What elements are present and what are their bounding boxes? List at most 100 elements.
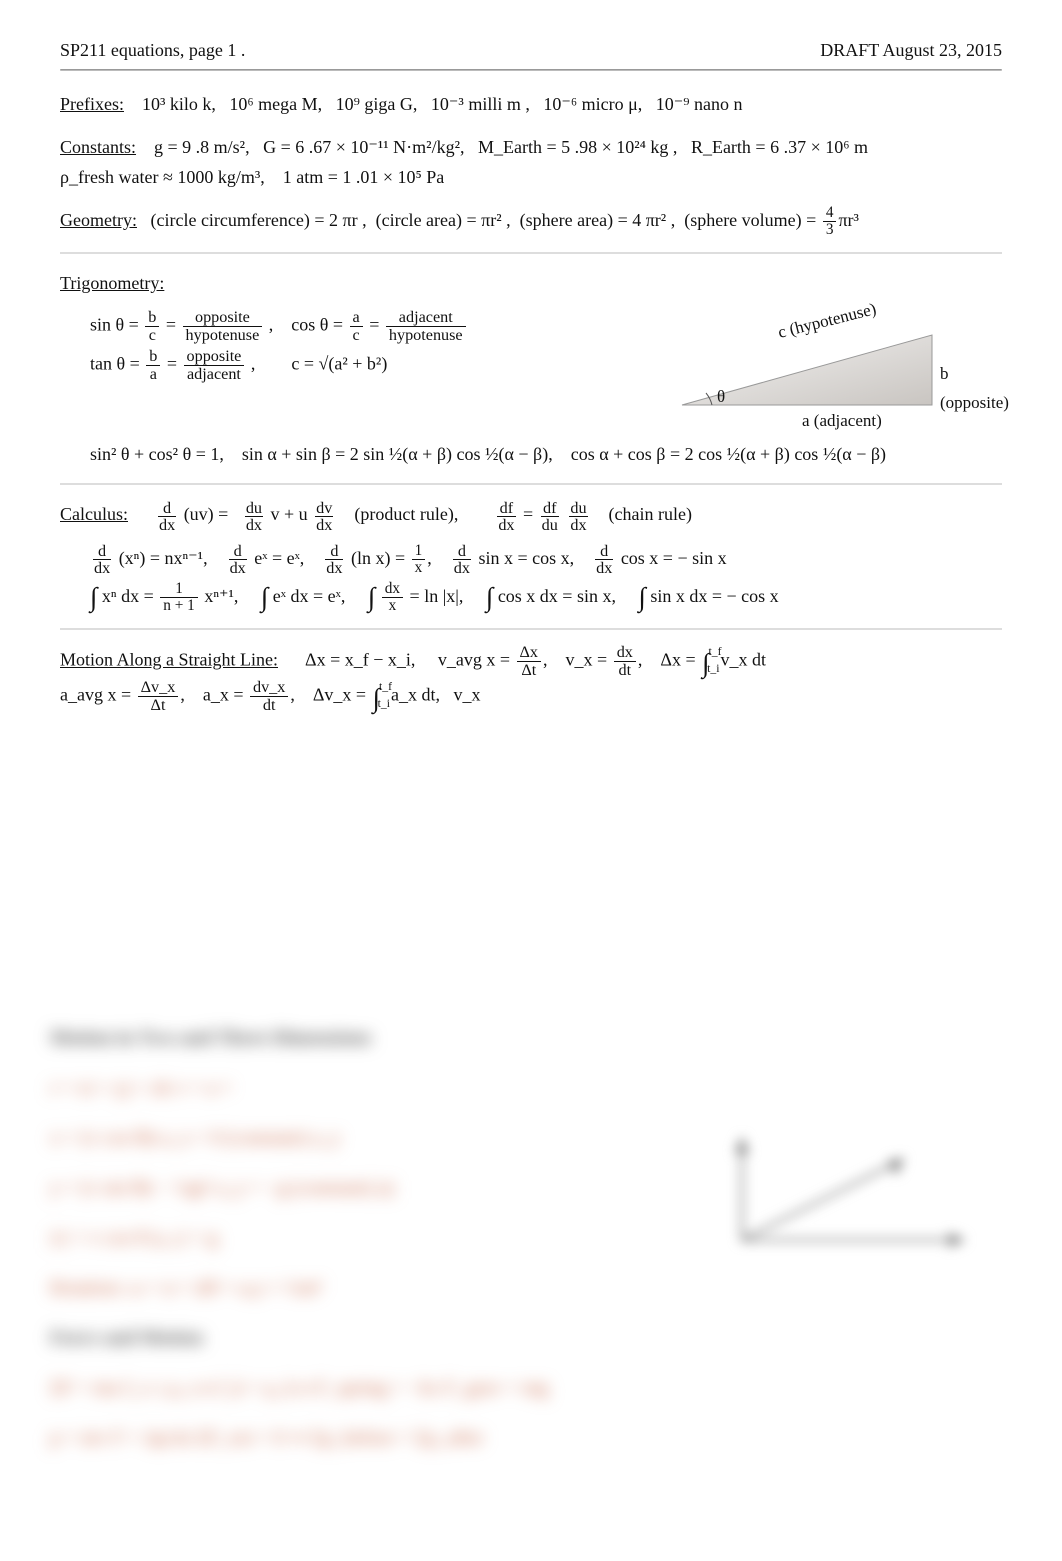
geometry-label: Geometry: bbox=[60, 210, 137, 230]
calc-label: Calculus: bbox=[60, 504, 128, 524]
rule-2 bbox=[60, 483, 1002, 485]
prefixes-label: Prefixes: bbox=[60, 94, 124, 114]
cos-hyp: hypotenuse bbox=[386, 327, 466, 344]
prefixes-section: Prefixes: 10³ kilo k, 10⁶ mega M, 10⁹ gi… bbox=[60, 89, 1002, 120]
trig-label: Trigonometry: bbox=[60, 273, 164, 293]
mot-dvx-r: a_x dt, bbox=[391, 685, 440, 705]
mot-dxint-r: v_x dt bbox=[721, 650, 767, 670]
int-icon: ∫ bbox=[90, 584, 97, 611]
cos-a: a bbox=[350, 309, 363, 327]
prod-m: v + u bbox=[271, 504, 308, 524]
const-M: M_Earth = 5 .98 × 10²⁴ kg , bbox=[478, 137, 677, 157]
d-ln-l: (ln x) = bbox=[351, 548, 405, 568]
constants-label: Constants: bbox=[60, 137, 136, 157]
header-right: DRAFT August 23, 2015 bbox=[820, 40, 1002, 61]
geo-svol-frac: 4 3 bbox=[823, 205, 837, 238]
blur-l6: ΣF = ma f_s ≤ μ_s n f_k = μ_k n F_spring… bbox=[50, 1366, 1012, 1410]
prefix-milli: 10⁻³ milli m , bbox=[431, 94, 530, 114]
sin-lhs: sin θ = bbox=[90, 314, 139, 334]
tan-adj: adjacent bbox=[184, 366, 245, 383]
blur-h2: Force and Motion bbox=[50, 1316, 1012, 1360]
trig-sumsin: sin α + sin β = 2 sin ½(α + β) cos ½(α −… bbox=[242, 444, 553, 464]
cos-c: c bbox=[350, 327, 363, 344]
derivatives-row: ddx (xⁿ) = nxⁿ⁻¹, ddx eˣ = eˣ, ddx (ln x… bbox=[90, 543, 1002, 577]
tan-lhs: tan θ = bbox=[90, 353, 140, 373]
du-dx2: dudx bbox=[569, 500, 587, 533]
prod-l: (uv) = bbox=[184, 504, 229, 524]
trig-ident: sin² θ + cos² θ = 1, bbox=[90, 444, 224, 464]
mot-vavg-l: v_avg x = bbox=[438, 650, 510, 670]
geo-svol-post: πr³ bbox=[838, 210, 858, 230]
const-g: g = 9 .8 m/s², bbox=[154, 137, 250, 157]
geo-svol-pre: (sphere volume) = bbox=[684, 210, 816, 230]
tri-opp: b (opposite) bbox=[940, 360, 1009, 418]
d-ex: eˣ = eˣ, bbox=[254, 548, 304, 568]
const-rho: ρ_fresh water ≈ 1000 kg/m³, bbox=[60, 167, 265, 187]
trig-sin-cos: sin θ = bc = oppositehypotenuse , cos θ … bbox=[90, 309, 632, 344]
df-du: dfdu bbox=[541, 500, 559, 533]
du-dx: dudx bbox=[245, 500, 263, 533]
rule-3 bbox=[60, 628, 1002, 630]
sin-opp: opposite bbox=[183, 309, 263, 327]
prefix-mega: 10⁶ mega M, bbox=[229, 94, 322, 114]
d-pw: (xⁿ) = nxⁿ⁻¹, bbox=[119, 548, 208, 568]
triangle-diagram: c (hypotenuse) b (opposite) a (adjacent)… bbox=[662, 305, 1002, 435]
prefix-giga: 10⁹ giga G, bbox=[336, 94, 418, 114]
tri-theta: θ bbox=[717, 383, 725, 412]
pyth-lhs: c = bbox=[291, 353, 314, 373]
int-ex: eˣ dx = eˣ, bbox=[273, 586, 346, 606]
motion-label: Motion Along a Straight Line: bbox=[60, 650, 278, 670]
const-G: G = 6 .67 × 10⁻¹¹ N·m²/kg², bbox=[263, 137, 464, 157]
prefix-nano: 10⁻⁹ nano n bbox=[656, 94, 743, 114]
int-xn-r: xⁿ⁺¹, bbox=[204, 586, 238, 606]
chain-tag: (chain rule) bbox=[609, 504, 692, 524]
page-root: SP211 equations, page 1 . DRAFT August 2… bbox=[0, 0, 1062, 1326]
blur-h1: Motion in Two and Three Dimensions bbox=[50, 1016, 1012, 1060]
mot-dvx-l: Δv_x = bbox=[313, 685, 366, 705]
mot-ax-l: a_x = bbox=[203, 685, 244, 705]
cos-lhs: cos θ = bbox=[291, 314, 343, 334]
geo-sarea: (sphere area) = 4 πr² , bbox=[520, 210, 676, 230]
mot-vx-l: v_x = bbox=[566, 650, 608, 670]
geo-circ: (circle circumference) = 2 πr , bbox=[150, 210, 366, 230]
blur-axes-icon bbox=[712, 1120, 992, 1260]
const-atm: 1 atm = 1 .01 × 10⁵ Pa bbox=[283, 167, 445, 187]
trig-identities: sin² θ + cos² θ = 1, sin α + sin β = 2 s… bbox=[90, 439, 1002, 470]
int-xn-l: xⁿ dx = bbox=[102, 586, 154, 606]
blur-l1: r = xi + yj + zk v = a = bbox=[50, 1066, 1012, 1110]
blur-l7: p = mv F = Δp/Δt ΣF_ext = 0 ⇒ Σp_before … bbox=[50, 1416, 1012, 1460]
mot-trail: v_x bbox=[454, 685, 481, 705]
mot-aavg-l: a_avg x = bbox=[60, 685, 131, 705]
cos-adj: adjacent bbox=[386, 309, 466, 327]
page-header: SP211 equations, page 1 . DRAFT August 2… bbox=[60, 40, 1002, 61]
motion-section: Motion Along a Straight Line: Δx = x_f −… bbox=[60, 644, 1002, 714]
constants-section: Constants: g = 9 .8 m/s², G = 6 .67 × 10… bbox=[60, 132, 1002, 193]
mot-dx: Δx = x_f − x_i, bbox=[305, 650, 415, 670]
rule-1 bbox=[60, 252, 1002, 254]
ddx-1: ddx bbox=[158, 500, 176, 533]
tan-b: b bbox=[146, 348, 160, 366]
d-sin: sin x = cos x, bbox=[478, 548, 574, 568]
header-left: SP211 equations, page 1 . bbox=[60, 40, 245, 61]
prod-tag: (product rule), bbox=[354, 504, 458, 524]
prefix-kilo: 10³ kilo k, bbox=[142, 94, 216, 114]
int-cos: cos x dx = sin x, bbox=[498, 586, 616, 606]
svol-num: 4 bbox=[823, 205, 837, 222]
blur-l5: Rotation: ω = α = Δθ = ω₀t + ½αt² bbox=[50, 1266, 1012, 1310]
integrals-row: ∫ xⁿ dx = 1n + 1 xⁿ⁺¹, ∫ eˣ dx = eˣ, ∫ d… bbox=[90, 581, 1002, 614]
pyth-rhs: √(a² + b²) bbox=[319, 353, 388, 373]
svol-den: 3 bbox=[823, 222, 837, 238]
trig-tan-pyth: tan θ = ba = oppositeadjacent , c = √(a²… bbox=[90, 348, 632, 383]
tan-a: a bbox=[146, 366, 160, 383]
tri-adj: a (adjacent) bbox=[802, 407, 882, 436]
sin-hyp: hypotenuse bbox=[183, 327, 263, 344]
const-R: R_Earth = 6 .37 × 10⁶ m bbox=[691, 137, 868, 157]
trig-section: Trigonometry: sin θ = bc = oppositehypot… bbox=[60, 268, 1002, 469]
sin-b: b bbox=[145, 309, 159, 327]
header-rule bbox=[60, 69, 1002, 71]
mot-dxint-l: Δx = bbox=[660, 650, 695, 670]
geo-carea: (circle area) = πr² , bbox=[376, 210, 511, 230]
int-limits-2: ∫ t_f t_i bbox=[373, 681, 380, 712]
geometry-section: Geometry: (circle circumference) = 2 πr … bbox=[60, 205, 1002, 238]
prefix-micro: 10⁻⁶ micro μ, bbox=[543, 94, 642, 114]
